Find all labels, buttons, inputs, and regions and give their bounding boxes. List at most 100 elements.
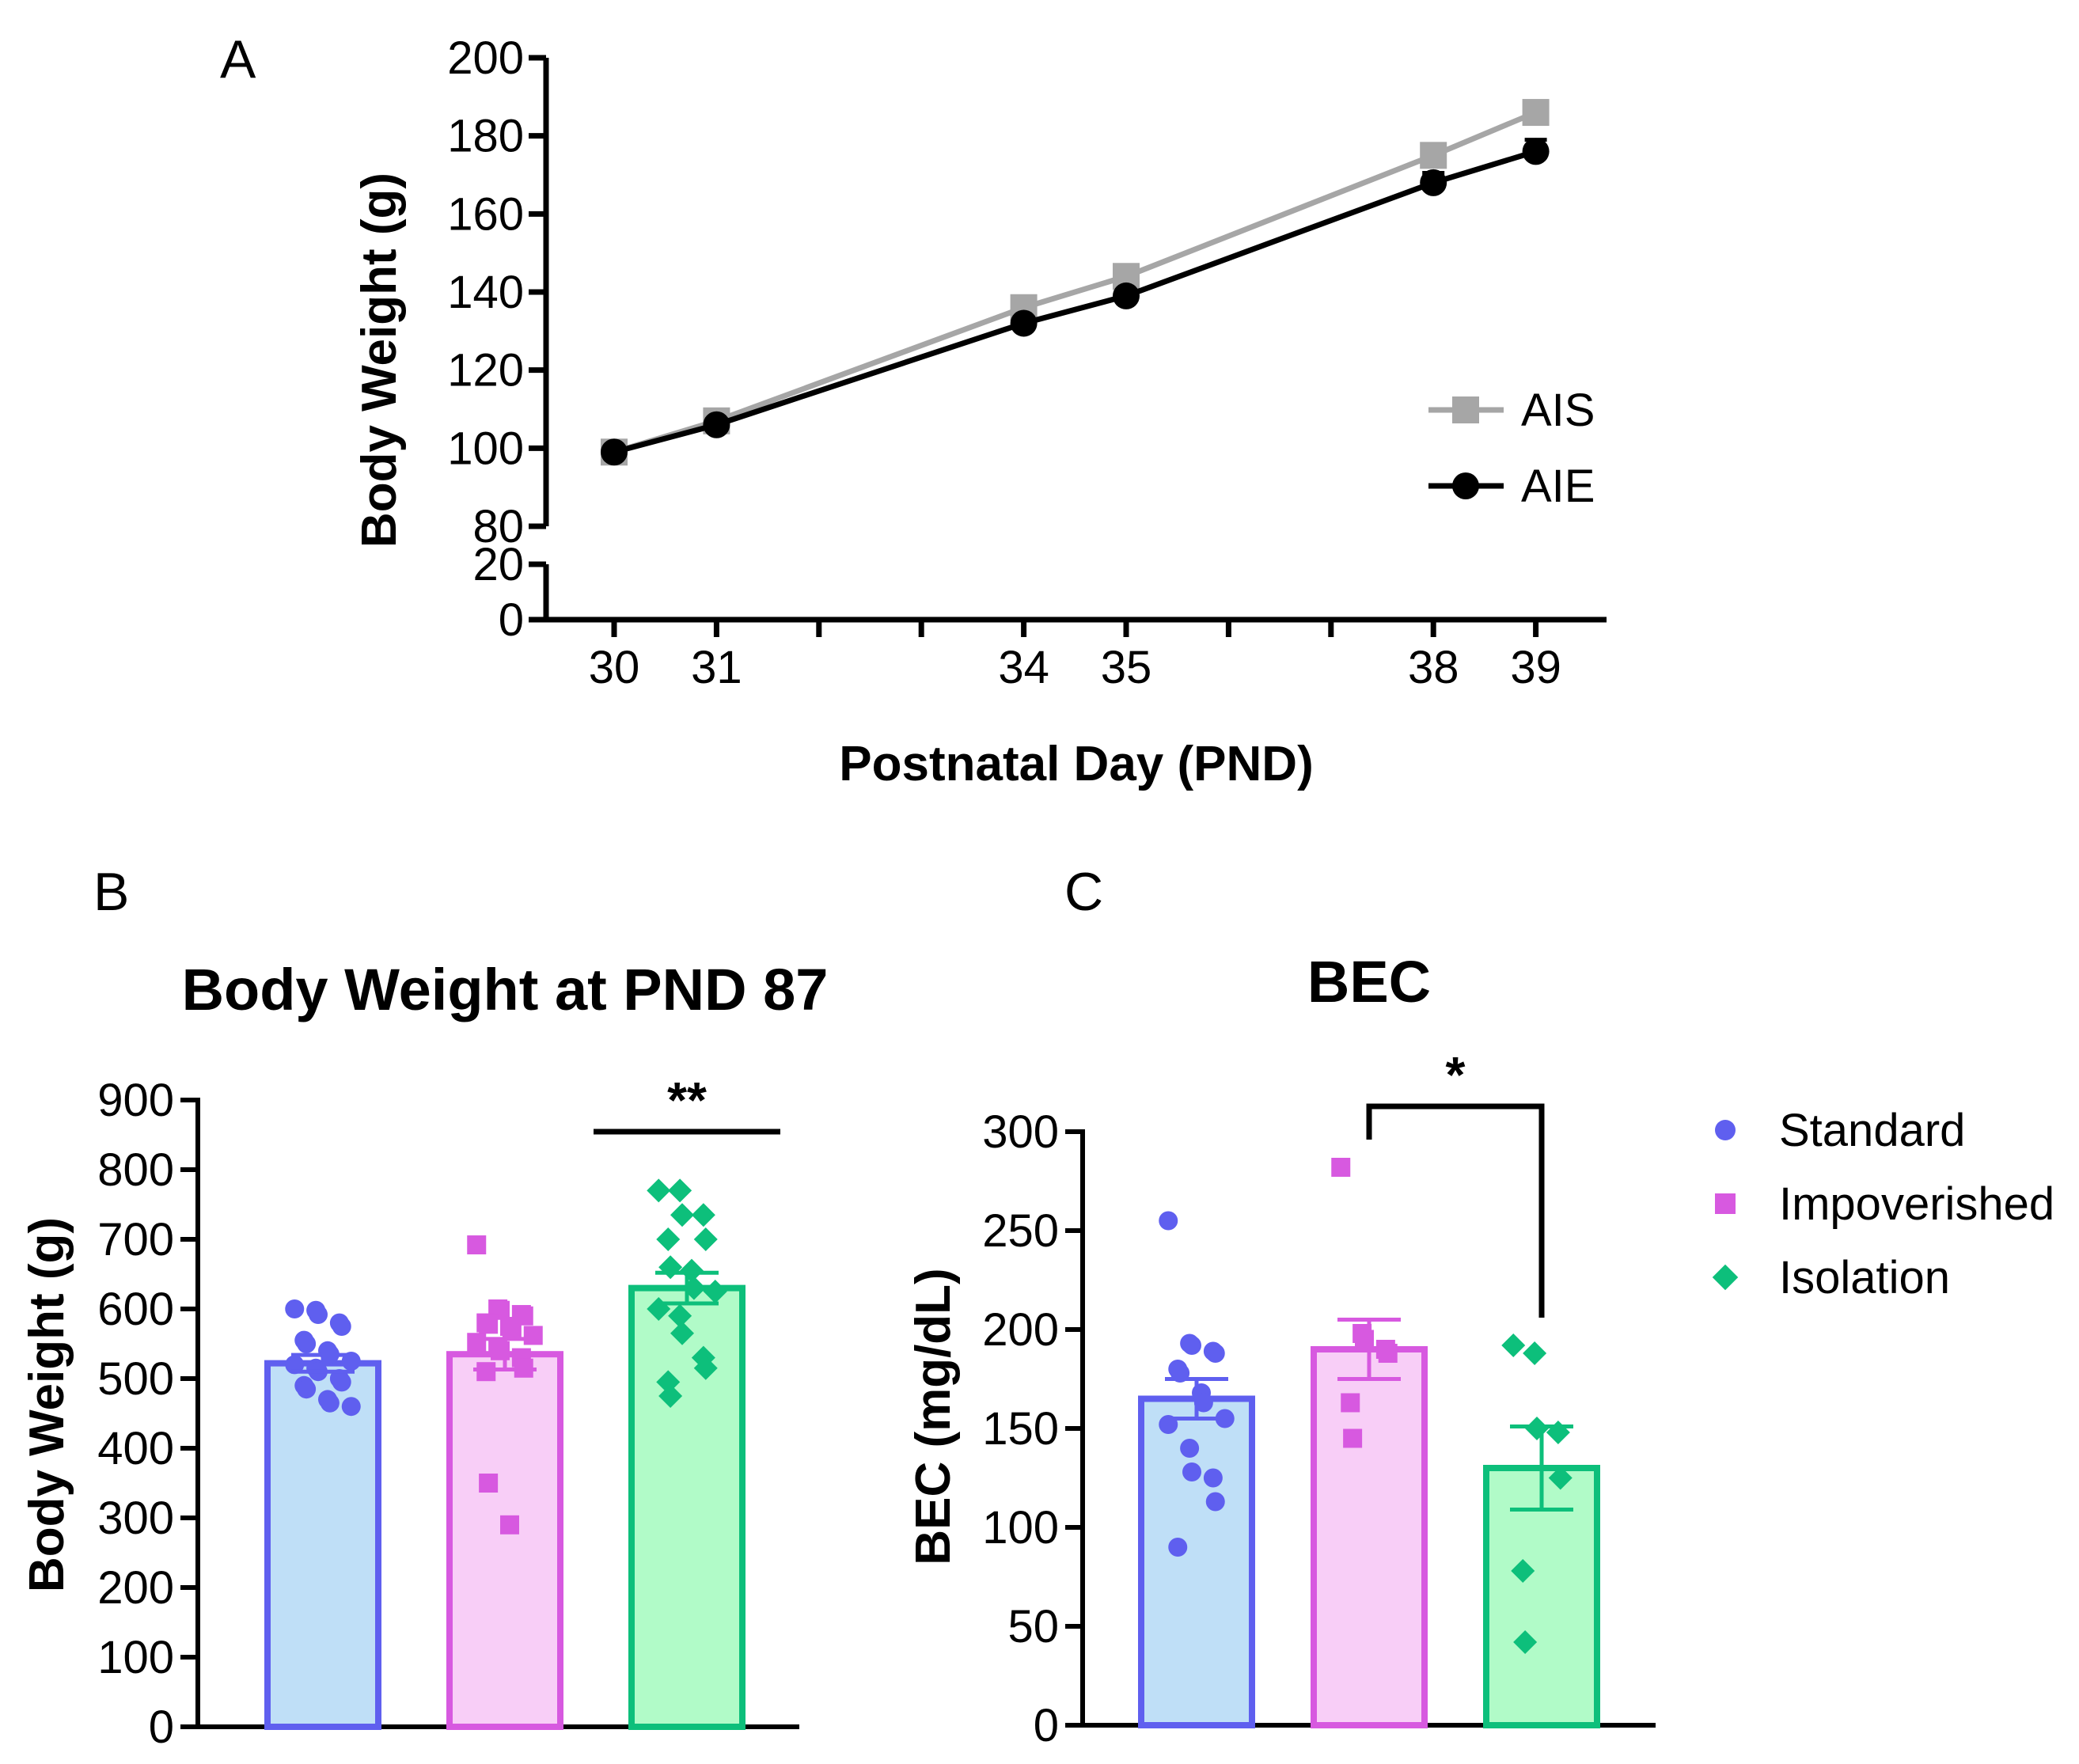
panel-b-point-isolation (658, 1384, 683, 1408)
panel-c-legend-label: Impoverished (1779, 1178, 2054, 1230)
panel-b: B Body Weight at PND 87 0 100 200 300 400 500… (20, 862, 828, 1753)
panel-c-point-standard (1205, 1492, 1225, 1512)
panel-c-legend-label: Isolation (1779, 1252, 1950, 1303)
panel-b-point-impoverished (479, 1474, 499, 1493)
panel-a-y-tick-label: 140 (447, 267, 524, 318)
panel-a-x-tick-label: 30 (589, 642, 640, 693)
panel-a-y-tick-label: 160 (447, 188, 524, 240)
panel-b-point-standard (285, 1355, 305, 1375)
panel-b-point-standard (320, 1393, 340, 1413)
panel-b-y-tick-label: 200 (97, 1562, 174, 1614)
panel-c-y-tick-label: 250 (982, 1205, 1059, 1257)
panel-c-point-isolation (1523, 1341, 1547, 1365)
panel-c-y-tick-label: 50 (1007, 1601, 1059, 1652)
panel-b-y-tick-label: 300 (97, 1493, 174, 1544)
panel-b-point-standard (309, 1305, 328, 1325)
panel-b-point-impoverished (476, 1362, 496, 1382)
panel-b-bar-isolation (628, 1284, 745, 1730)
panel-b-y-tick-label: 0 (149, 1701, 174, 1753)
panel-a-legend-marker (1452, 472, 1479, 499)
panel-c-point-standard (1182, 1336, 1201, 1355)
panel-b-y-tick-label: 700 (97, 1214, 174, 1265)
panel-a-legend-label: AIE (1521, 461, 1595, 512)
panel-b-y-tick-label: 800 (97, 1144, 174, 1196)
panel-a-x-tick-label: 39 (1510, 642, 1561, 693)
panel-b-y-tick-label: 900 (97, 1075, 174, 1126)
panel-b-y-tick-label: 100 (97, 1632, 174, 1683)
panel-a-line-aie (613, 149, 1537, 455)
panel-b-ylabel: Body Weight (g) (20, 1217, 74, 1592)
panel-a-x-tick-label: 31 (691, 642, 742, 693)
panel-a-legend-marker (1452, 396, 1479, 423)
panel-b-y-tick-label: 400 (97, 1423, 174, 1474)
panel-a-point-ais (1522, 99, 1550, 127)
panel-c-point-standard (1205, 1344, 1225, 1363)
panel-c-y-tick-label: 200 (982, 1304, 1059, 1356)
panel-b-y-tick-label: 500 (97, 1353, 174, 1405)
panel-c-point-impoverished (1341, 1393, 1360, 1413)
panel-b-y-tick-label: 600 (97, 1284, 174, 1335)
panel-c-point-impoverished (1378, 1344, 1398, 1363)
panel-c-significance-bracket (1366, 1103, 1545, 1318)
panel-a-series (601, 99, 1550, 466)
panel-b-point-isolation (691, 1203, 715, 1227)
panel-a-point-aie (601, 438, 628, 466)
panel-c-legend-marker (1715, 1193, 1736, 1214)
panel-b-point-impoverished (467, 1333, 487, 1352)
panel-a-y-tick-label: 0 (499, 594, 524, 646)
panel-b-axes: 0 100 200 300 400 500 600 700 800 900 (97, 1075, 799, 1753)
panel-c-point-isolation (1513, 1630, 1538, 1654)
panel-c-point-isolation (1511, 1559, 1535, 1583)
panel-b-title: Body Weight at PND 87 (182, 957, 829, 1022)
panel-a-y-tick-label: 120 (447, 345, 524, 396)
panel-b-point-standard (341, 1397, 361, 1417)
panel-a-point-aie (1010, 309, 1038, 337)
panel-c-y-tick-label: 300 (982, 1106, 1059, 1158)
panel-b-point-isolation (668, 1178, 692, 1203)
panel-c-ylabel: BEC (mg/dL) (906, 1268, 961, 1565)
panel-b-point-standard (285, 1299, 305, 1318)
panel-a: A 80 100 120 140 160 180 200 020 30 31 34 35 38 39 Bo… (220, 29, 1607, 791)
panel-a-y-tick-label: 200 (447, 32, 524, 84)
panel-a-y-tick-label: 100 (447, 423, 524, 474)
panel-c-point-standard (1203, 1468, 1223, 1488)
panel-c-legend-label: Standard (1779, 1105, 1965, 1156)
panel-c-y-tick-label: 0 (1034, 1700, 1059, 1751)
panel-b-point-isolation (693, 1356, 718, 1380)
panel-c-point-isolation (1501, 1333, 1526, 1357)
panel-c-legend: Standard Impoverished Isolation (1712, 1105, 2054, 1303)
panel-a-point-aie (1522, 138, 1550, 165)
panel-b-point-standard (332, 1372, 351, 1392)
panel-c-point-standard (1193, 1393, 1213, 1413)
panel-b-point-impoverished (479, 1314, 499, 1334)
panel-b-point-impoverished (467, 1235, 487, 1255)
panel-b-point-impoverished (502, 1320, 522, 1340)
panel-a-y-tick-label: 80 (472, 501, 524, 552)
panel-c-legend-marker (1712, 1264, 1739, 1291)
panel-a-x-tick-label: 34 (998, 642, 1049, 693)
panel-b-point-standard (332, 1317, 351, 1336)
panel-c-bars: * (1138, 1046, 1600, 1728)
panel-c-point-standard (1168, 1538, 1188, 1557)
panel-a-label: A (220, 29, 256, 89)
panel-a-axes: 80 100 120 140 160 180 200 020 30 31 34 35 38 39 (447, 32, 1607, 693)
panel-b-point-isolation (703, 1280, 727, 1303)
panel-c: C BEC 0 50 100 150 200 250 300 * BEC (mg/dL) S… (906, 862, 2054, 1751)
panel-a-legend-label: AIS (1521, 385, 1595, 436)
panel-a-point-aie (1113, 282, 1140, 309)
panel-b-point-isolation (693, 1227, 718, 1251)
panel-a-x-tick-label: 35 (1101, 642, 1152, 693)
panel-c-point-isolation (1548, 1466, 1573, 1490)
panel-b-point-isolation (658, 1255, 683, 1280)
panel-a-y-tick-label: 20 (472, 539, 524, 590)
panel-a-line-ais (613, 109, 1537, 455)
panel-a-y-tick-label: 180 (447, 111, 524, 162)
panel-b-point-isolation (670, 1321, 694, 1345)
panel-c-bar-standard (1138, 1395, 1255, 1728)
panel-b-label: B (93, 862, 129, 922)
panel-c-y-tick-label: 100 (982, 1502, 1059, 1553)
panel-c-y-tick-label: 150 (982, 1403, 1059, 1455)
panel-b-point-standard (297, 1379, 317, 1399)
panel-a-xlabel: Postnatal Day (PND) (839, 737, 1313, 791)
panel-a-point-ais (1420, 142, 1447, 169)
